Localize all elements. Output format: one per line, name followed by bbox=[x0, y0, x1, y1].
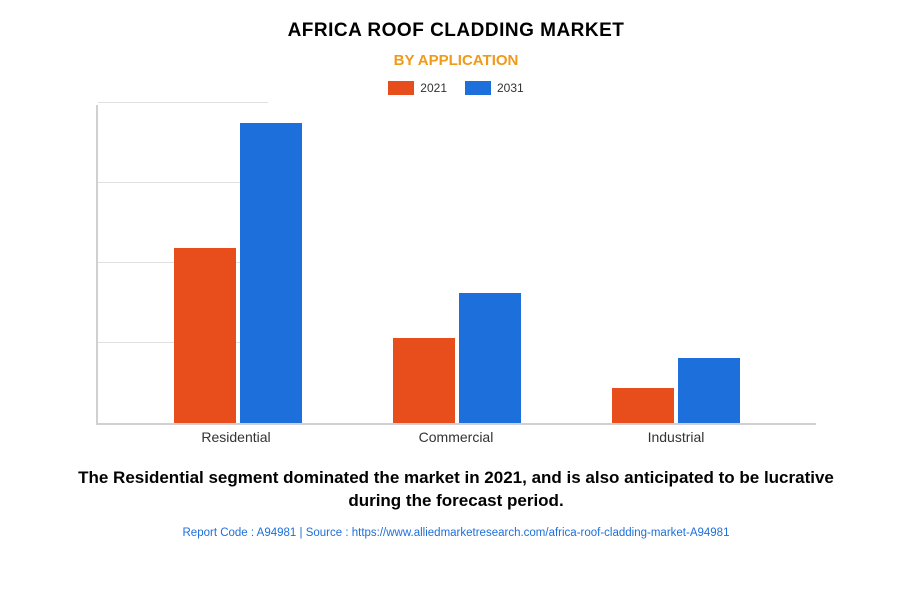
legend-item-2031: 2031 bbox=[465, 81, 524, 95]
legend: 2021 2031 bbox=[388, 81, 523, 95]
source-label: Source : bbox=[306, 527, 352, 539]
xlabel-residential: Residential bbox=[146, 429, 326, 445]
legend-label-2031: 2031 bbox=[497, 81, 524, 95]
insight-text: The Residential segment dominated the ma… bbox=[76, 467, 836, 513]
bar-group-commercial bbox=[367, 293, 547, 423]
x-axis-labels: Residential Commercial Industrial bbox=[96, 425, 816, 445]
source-url: https://www.alliedmarketresearch.com/afr… bbox=[352, 527, 730, 539]
bar-commercial-2031 bbox=[459, 293, 521, 423]
chart-title: AFRICA ROOF CLADDING MARKET bbox=[288, 20, 625, 42]
bar-industrial-2021 bbox=[612, 388, 674, 423]
bar-industrial-2031 bbox=[678, 358, 740, 423]
report-code: A94981 bbox=[257, 527, 297, 539]
bar-residential-2031 bbox=[240, 123, 302, 423]
bar-group-residential bbox=[148, 123, 328, 423]
legend-swatch-2031 bbox=[465, 81, 491, 95]
legend-item-2021: 2021 bbox=[388, 81, 447, 95]
legend-label-2021: 2021 bbox=[420, 81, 447, 95]
footer-separator: | bbox=[296, 527, 305, 539]
chart-subtitle: BY APPLICATION bbox=[394, 52, 519, 69]
chart-plot-area bbox=[96, 105, 816, 425]
bar-residential-2021 bbox=[174, 248, 236, 423]
gridline bbox=[98, 102, 268, 103]
report-label: Report Code : bbox=[183, 527, 257, 539]
legend-swatch-2021 bbox=[388, 81, 414, 95]
xlabel-commercial: Commercial bbox=[366, 429, 546, 445]
bar-commercial-2021 bbox=[393, 338, 455, 423]
footer-source: Report Code : A94981 | Source : https://… bbox=[183, 527, 730, 539]
bar-group-industrial bbox=[586, 358, 766, 423]
xlabel-industrial: Industrial bbox=[586, 429, 766, 445]
